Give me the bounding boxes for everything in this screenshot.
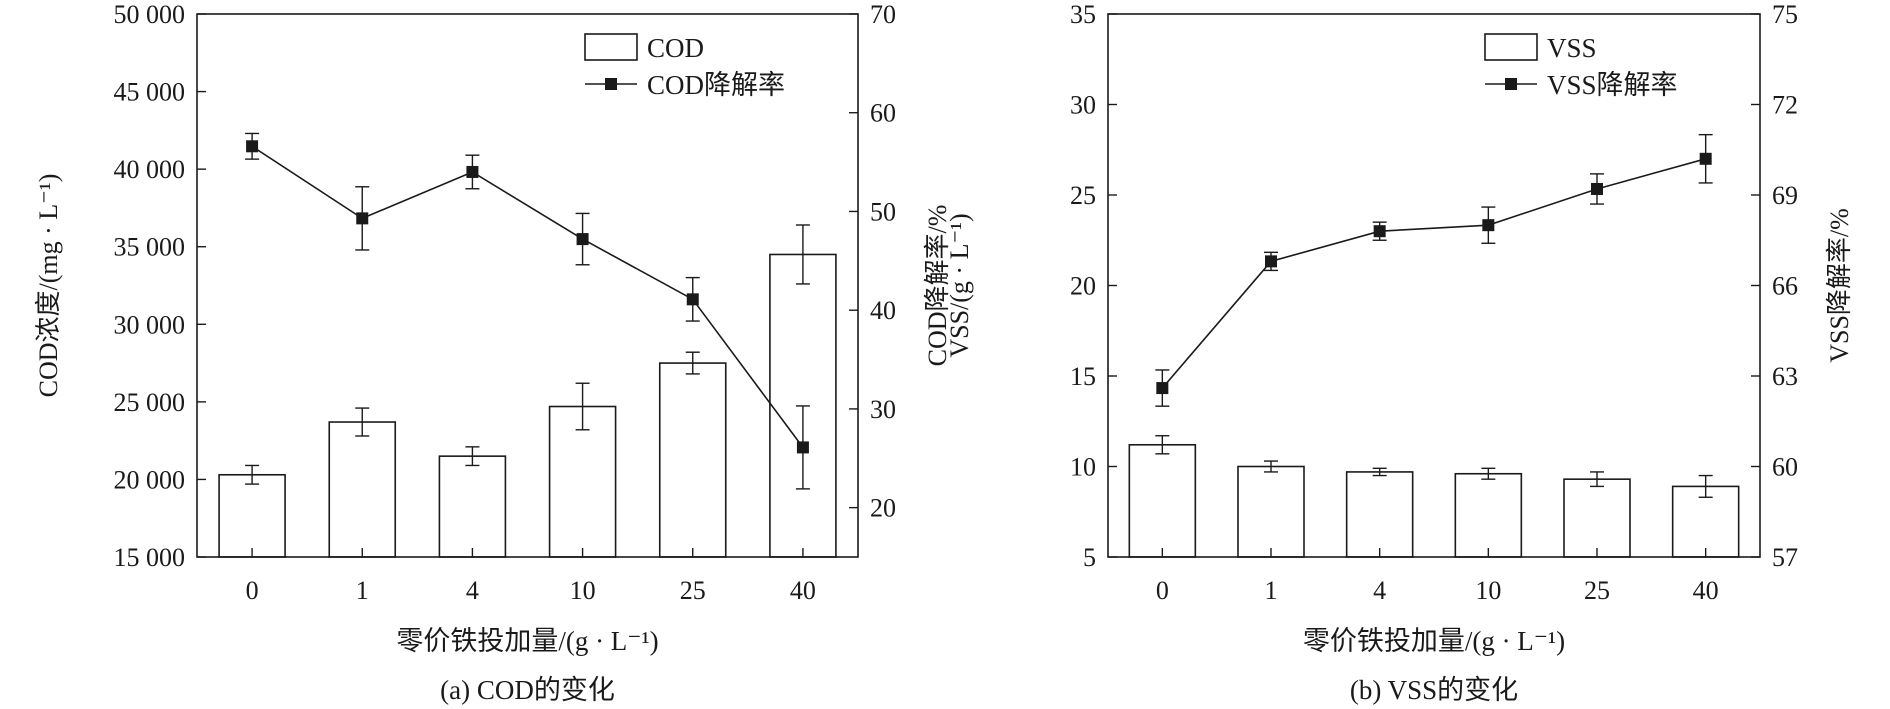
left-axis-tick-label: 25 000 — [114, 388, 186, 417]
right-axis-tick-label: 75 — [1772, 0, 1798, 29]
left-axis-tick-label: 20 — [1070, 272, 1096, 301]
left-axis-tick-label: 25 — [1070, 181, 1096, 210]
legend-label-bar: COD — [647, 33, 704, 63]
line-point-1 — [356, 212, 369, 225]
panel-a-chart: 15 000 20 000 25 000 30 000 35 000 40 000 45 0… — [34, 0, 952, 705]
bar-cod-0 — [218, 473, 286, 558]
panel-caption: (a) COD的变化 — [440, 675, 615, 705]
right-axis-tick-label: 66 — [1772, 272, 1798, 301]
x-axis-tick-label: 0 — [246, 576, 259, 605]
left-axis-tick-label: 30 000 — [114, 310, 186, 339]
bar-vss-25 — [1563, 478, 1631, 558]
x-axis-tick-label: 4 — [1373, 576, 1386, 605]
x-axis-title: 零价铁投加量/(g · L⁻¹) — [396, 626, 658, 656]
legend-label-bar: VSS — [1547, 33, 1597, 63]
panel-b-chart: 5 10 15 20 25 30 35 57 60 63 66 69 72 75 0 1 4 10 25 40 VSS/… — [945, 0, 1854, 705]
line-point-0 — [246, 140, 259, 153]
right-axis-tick-label: 40 — [870, 296, 896, 325]
right-axis-tick-label: 72 — [1772, 91, 1798, 120]
legend-swatch-marker — [605, 78, 617, 90]
left-axis-tick-label: 15 — [1070, 362, 1096, 391]
left-axis-tick-label: 50 000 — [114, 0, 186, 29]
legend-swatch-marker — [1505, 78, 1517, 90]
right-axis-title: COD降解率/% — [923, 205, 952, 367]
bar-vss-0 — [1128, 443, 1197, 558]
right-axis-tick-label: 57 — [1772, 543, 1798, 572]
right-axis-title: VSS降解率/% — [1825, 208, 1854, 363]
bar-vss-40 — [1671, 485, 1740, 558]
line-point-4 — [1373, 225, 1386, 238]
panel-caption: (b) VSS的变化 — [1350, 675, 1518, 705]
x-axis-tick-label: 4 — [466, 576, 479, 605]
bar-vss-1 — [1237, 465, 1305, 558]
right-axis-tick-label: 69 — [1772, 181, 1798, 210]
left-axis-tick-label: 5 — [1083, 543, 1096, 572]
x-axis-tick-label: 40 — [790, 576, 816, 605]
x-axis-tick-label: 10 — [1475, 576, 1501, 605]
line-point-4 — [466, 165, 479, 178]
x-axis-tick-label: 0 — [1156, 576, 1169, 605]
x-axis-tick-label: 1 — [1265, 576, 1278, 605]
bar-cod-4 — [438, 455, 507, 558]
bar-cod-1 — [328, 421, 397, 558]
line-point-25 — [1591, 182, 1603, 195]
left-axis-tick-label: 40 000 — [114, 155, 186, 184]
left-axis-tick-label: 45 000 — [114, 78, 186, 107]
right-axis-tick-label: 70 — [870, 0, 896, 29]
left-axis-tick-label: 15 000 — [114, 543, 186, 572]
right-axis-tick-label: 50 — [870, 197, 896, 226]
line-point-25 — [686, 293, 699, 306]
right-axis-tick-label: 60 — [1772, 453, 1798, 482]
plot-frame — [196, 13, 859, 558]
right-axis-tick-label: 63 — [1772, 362, 1798, 391]
x-axis-tick-label: 25 — [1584, 576, 1610, 605]
line-point-10 — [576, 233, 589, 246]
line-point-10 — [1482, 219, 1495, 232]
bar-vss-4 — [1345, 471, 1414, 558]
legend-label-line: COD降解率 — [647, 70, 785, 100]
left-axis-tick-label: 30 — [1070, 91, 1096, 120]
left-axis-tick-label: 35 000 — [114, 233, 186, 262]
line-point-1 — [1265, 255, 1277, 268]
x-axis-title: 零价铁投加量/(g · L⁻¹) — [1303, 626, 1565, 656]
legend-label-line: VSS降解率 — [1547, 70, 1678, 100]
right-axis-tick-label: 20 — [870, 494, 896, 523]
x-axis-tick-label: 10 — [570, 576, 596, 605]
left-axis-tick-label: 20 000 — [114, 465, 186, 494]
legend-swatch-bar — [1484, 33, 1538, 61]
line-COD降解率 — [251, 145, 804, 448]
line-point-40 — [1699, 152, 1712, 165]
left-axis-tick-label: 35 — [1070, 0, 1096, 29]
line-point-40 — [796, 441, 809, 454]
bar-cod-25 — [658, 362, 727, 558]
bar-cod-10 — [548, 405, 617, 558]
left-axis-title: COD浓度/(mg · L⁻¹) — [34, 174, 63, 398]
line-point-0 — [1156, 382, 1169, 395]
line-VSS降解率 — [1161, 158, 1706, 389]
x-axis-tick-label: 40 — [1693, 576, 1719, 605]
right-axis-tick-label: 60 — [870, 99, 896, 128]
bar-vss-10 — [1454, 472, 1523, 558]
legend-swatch-bar — [584, 33, 638, 61]
left-axis-title: VSS/(g · L⁻¹) — [945, 213, 974, 357]
x-axis-tick-label: 25 — [680, 576, 706, 605]
right-axis-tick-label: 30 — [870, 395, 896, 424]
left-axis-tick-label: 10 — [1070, 453, 1096, 482]
x-axis-tick-label: 1 — [356, 576, 369, 605]
